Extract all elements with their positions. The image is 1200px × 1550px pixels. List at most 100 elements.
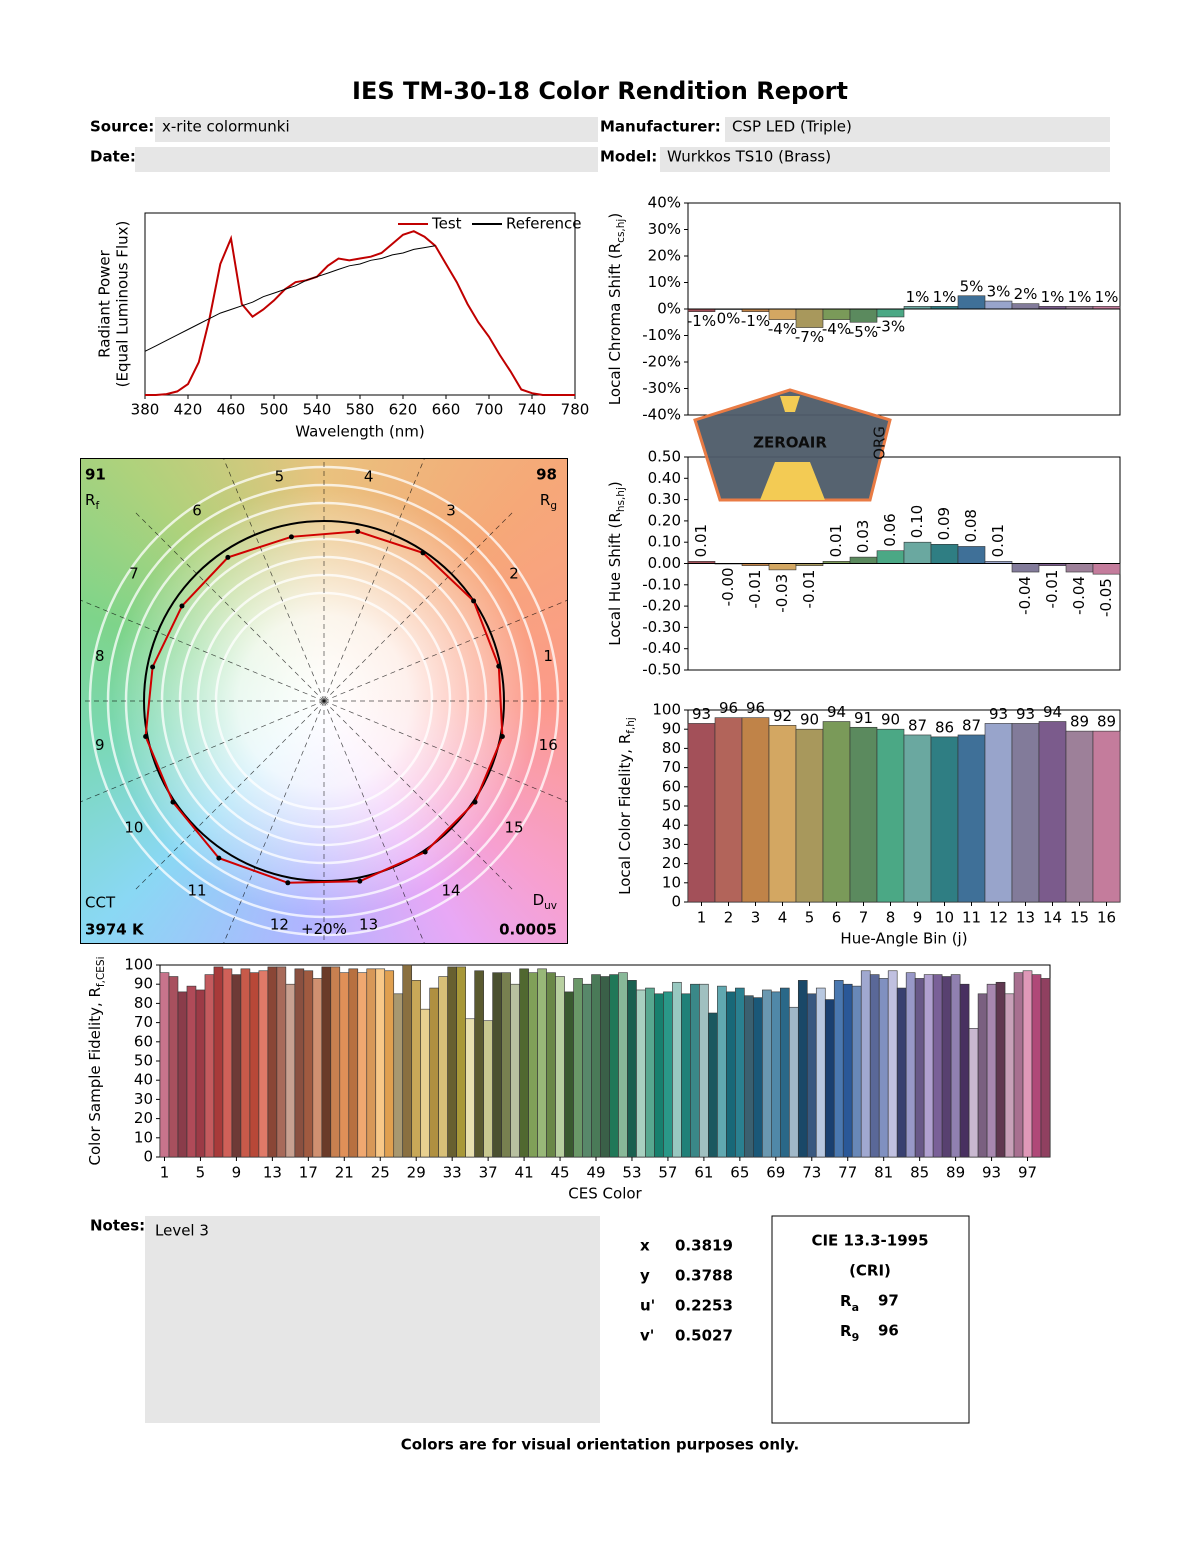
bar bbox=[923, 974, 934, 1158]
x-tick-label: 97 bbox=[1018, 1164, 1037, 1182]
x-tick-label: 81 bbox=[874, 1164, 893, 1182]
logo: ZEROAIR ORG bbox=[693, 388, 892, 502]
bar bbox=[815, 987, 826, 1158]
value-label: 1% bbox=[1095, 288, 1119, 306]
x-tick-label: 33 bbox=[443, 1164, 462, 1182]
y-tick-label: 0% bbox=[657, 300, 681, 318]
bin-label: 8 bbox=[95, 647, 105, 665]
y-tick-label: 50 bbox=[662, 797, 681, 815]
cri-title: CIE 13.3-1995 bbox=[811, 1232, 928, 1250]
value-label: 0.01 bbox=[989, 524, 1007, 557]
x-tick-label: 5 bbox=[196, 1164, 206, 1182]
x-tick-label: 61 bbox=[694, 1164, 713, 1182]
value-label: 87 bbox=[962, 716, 981, 734]
bar bbox=[267, 966, 278, 1158]
y-axis-label-part: ) bbox=[606, 481, 624, 487]
x-tick-label: 25 bbox=[371, 1164, 390, 1182]
bar bbox=[564, 991, 574, 1158]
value-label: 96 bbox=[746, 699, 765, 717]
bar bbox=[822, 308, 851, 320]
test-vertex bbox=[216, 855, 222, 861]
bar bbox=[672, 981, 682, 1158]
x-tick-label: 21 bbox=[335, 1164, 354, 1182]
bar bbox=[878, 978, 889, 1158]
bar bbox=[600, 976, 610, 1158]
bar bbox=[555, 976, 565, 1158]
x-tick-label: 89 bbox=[946, 1164, 965, 1182]
bar bbox=[195, 989, 206, 1158]
x-tick-label: 57 bbox=[658, 1164, 677, 1182]
bar bbox=[833, 980, 844, 1158]
coord-label: y bbox=[640, 1267, 650, 1285]
x-tick-label: 540 bbox=[303, 401, 332, 419]
bar bbox=[231, 974, 242, 1158]
value-label: 93 bbox=[692, 705, 711, 723]
bar bbox=[849, 726, 878, 903]
bin-label: 5 bbox=[275, 467, 285, 485]
value-label: 1% bbox=[906, 288, 930, 306]
vector-inner bbox=[81, 459, 567, 943]
y-tick-label: -30% bbox=[642, 379, 681, 397]
duv-label: Duv bbox=[533, 891, 557, 913]
value-label: -0.00 bbox=[719, 568, 737, 607]
bin-label: 15 bbox=[505, 819, 524, 837]
bar bbox=[618, 972, 628, 1158]
value-label: -0.01 bbox=[800, 570, 818, 609]
value-label: 96 bbox=[719, 699, 738, 717]
logo-icon bbox=[780, 396, 800, 412]
rf-label-part: R bbox=[85, 491, 95, 509]
cri-label-main: R bbox=[840, 1322, 852, 1340]
y-tick-label: 40% bbox=[648, 194, 681, 212]
test-vertex bbox=[357, 878, 363, 884]
bar bbox=[768, 563, 797, 571]
bar bbox=[1065, 730, 1094, 903]
field-value: CSP LED (Triple) bbox=[732, 118, 852, 136]
footer: Colors are for visual orientation purpos… bbox=[401, 1436, 800, 1454]
y-tick-label: 90 bbox=[662, 720, 681, 738]
value-label: 89 bbox=[1070, 713, 1089, 731]
bar bbox=[312, 978, 323, 1158]
x-axis-label: Hue-Angle Bin (j) bbox=[840, 930, 967, 948]
bar bbox=[1022, 970, 1033, 1158]
bar bbox=[456, 966, 466, 1158]
bar bbox=[501, 972, 511, 1158]
y-tick-label: 0.20 bbox=[648, 511, 681, 529]
bar bbox=[735, 987, 745, 1158]
y-tick-label: 40 bbox=[662, 816, 681, 834]
x-tick-label: 4 bbox=[778, 909, 788, 927]
value-label: 92 bbox=[773, 707, 792, 725]
x-tick-label: 10 bbox=[935, 909, 954, 927]
x-tick-label: 1 bbox=[160, 1164, 170, 1182]
y-tick-label: 100 bbox=[124, 956, 153, 974]
x-tick-label: 780 bbox=[561, 401, 590, 419]
cri-label: Ra bbox=[840, 1292, 859, 1314]
bar bbox=[537, 968, 547, 1158]
bar bbox=[762, 989, 772, 1158]
bar bbox=[768, 725, 797, 903]
y-axis-label-part: Local Chroma Shift (R bbox=[606, 243, 624, 405]
notes-label: Notes: bbox=[90, 1217, 145, 1235]
bar bbox=[285, 983, 296, 1158]
bin-label: 4 bbox=[364, 467, 374, 485]
bar bbox=[393, 993, 404, 1158]
bar bbox=[681, 993, 691, 1158]
bar bbox=[984, 300, 1013, 310]
value-label: -4% bbox=[768, 320, 797, 338]
value-label: 0.01 bbox=[692, 524, 710, 557]
test-vertex bbox=[471, 598, 477, 604]
test-vertex bbox=[225, 554, 231, 560]
cri-label-sub: a bbox=[852, 1301, 859, 1314]
bar bbox=[321, 966, 332, 1158]
bar bbox=[447, 966, 457, 1158]
value-label: 2% bbox=[1014, 285, 1038, 303]
y-tick-label: 0.30 bbox=[648, 490, 681, 508]
bar bbox=[1031, 974, 1042, 1158]
bar bbox=[420, 1008, 430, 1158]
bar bbox=[438, 976, 448, 1158]
y-axis-label: Local Hue Shift (Rhs,hj) bbox=[606, 481, 628, 645]
test-vertex bbox=[150, 664, 156, 670]
bar bbox=[1011, 723, 1040, 903]
value-label: -7% bbox=[795, 328, 824, 346]
test-vertex bbox=[496, 663, 502, 669]
